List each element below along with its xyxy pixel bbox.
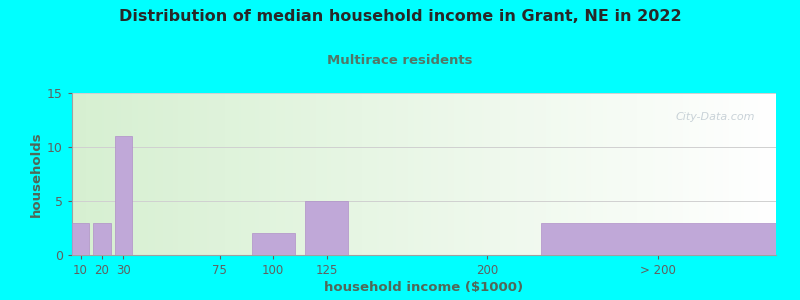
Bar <box>114 136 132 255</box>
Text: Multirace residents: Multirace residents <box>327 54 473 67</box>
Bar <box>306 201 348 255</box>
Bar <box>72 223 89 255</box>
Y-axis label: households: households <box>30 131 43 217</box>
Bar <box>94 223 110 255</box>
Bar <box>541 223 776 255</box>
X-axis label: household income ($1000): household income ($1000) <box>325 281 523 294</box>
Text: City-Data.com: City-Data.com <box>675 112 755 122</box>
Text: Distribution of median household income in Grant, NE in 2022: Distribution of median household income … <box>118 9 682 24</box>
Bar <box>252 233 294 255</box>
